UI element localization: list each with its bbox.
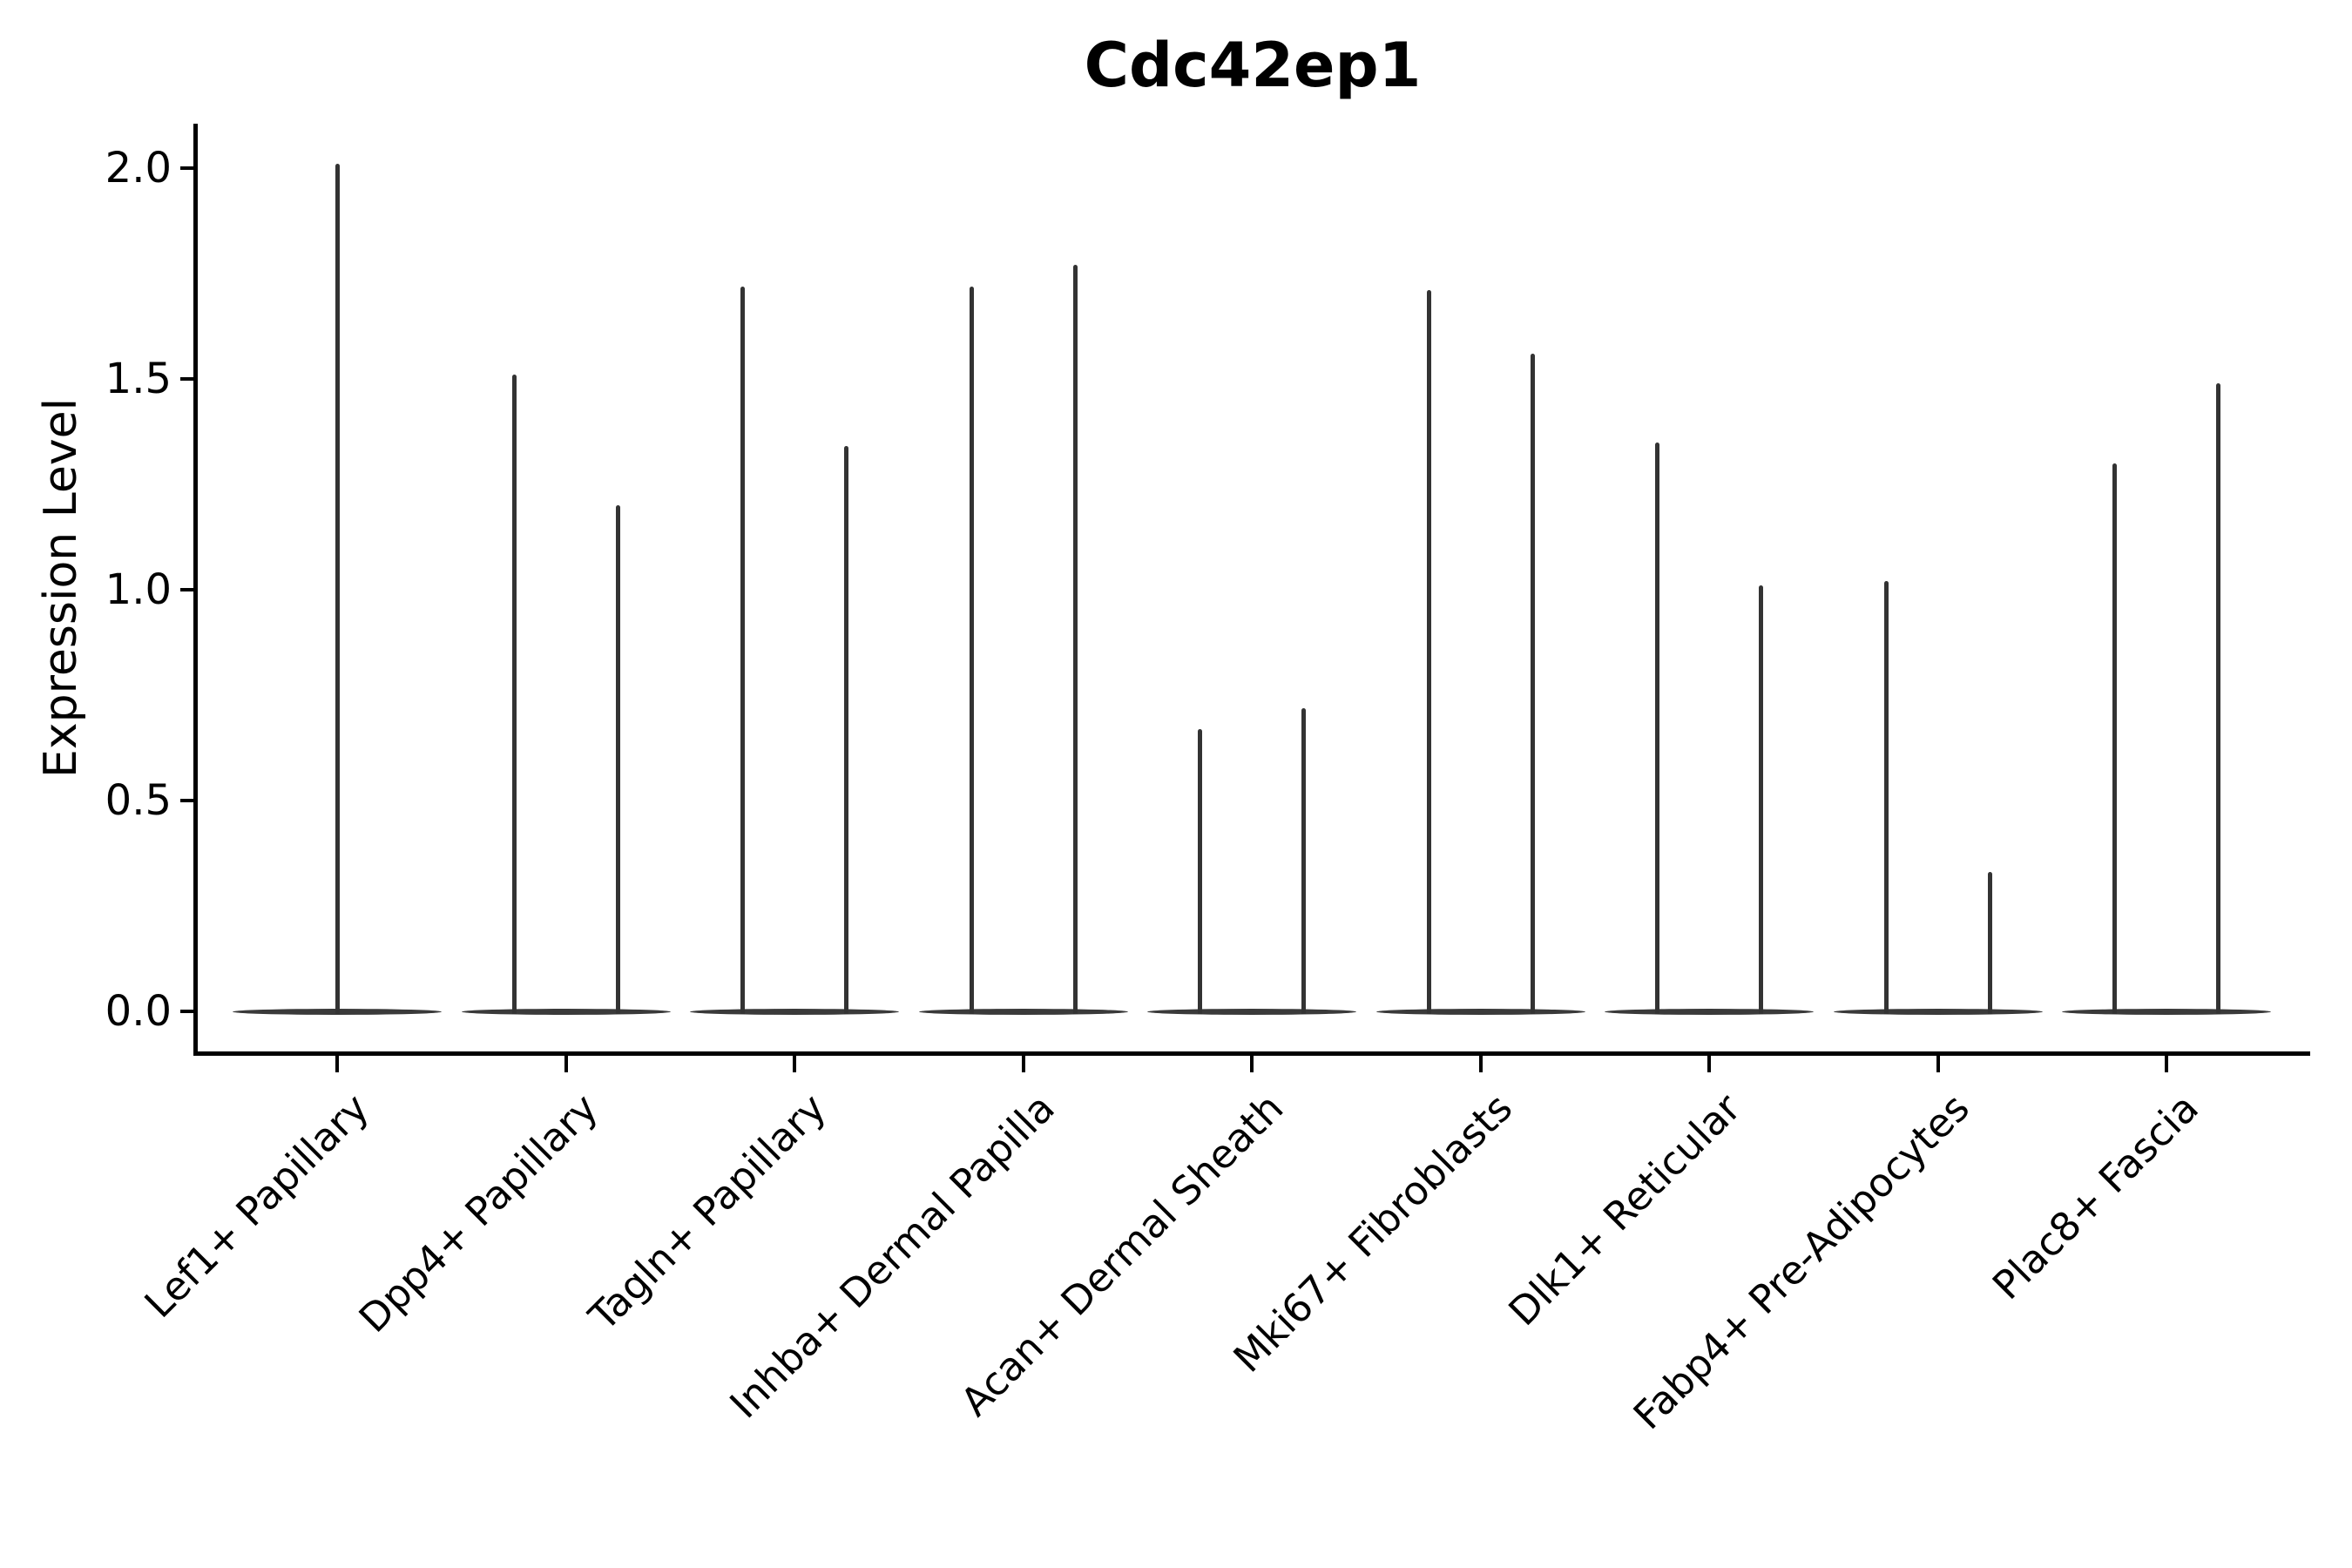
x-tick-label: Plac8+ Fascia [1983,1085,2207,1308]
violin-spike [1987,872,1992,1014]
x-axis-spine [193,1051,2310,1056]
y-axis-spine [193,124,198,1056]
violin-spike [511,375,517,1014]
violin-baseline [1833,1008,2043,1015]
violin-baseline [690,1008,899,1015]
violin-baseline [1605,1008,1814,1015]
violin-spike [1759,585,1763,1014]
violin-spike [1530,353,1535,1014]
violin-spike [1301,707,1306,1014]
violin-spike [1426,290,1431,1014]
x-tick [335,1056,339,1072]
violin-spike [2216,382,2220,1014]
x-tick [1936,1056,1940,1072]
violin-spike [844,446,848,1014]
x-tick-label: Dpp4+ Papillary [349,1085,607,1342]
x-tick [1021,1056,1025,1072]
violin-baseline [461,1008,671,1015]
y-tick [180,377,193,381]
violin-baseline [918,1008,1128,1015]
x-tick [793,1056,796,1072]
violin-baseline [1147,1008,1356,1015]
y-tick-label: 0.5 [105,776,172,825]
chart-title: Cdc42ep1 [1084,30,1422,101]
violin-baseline [1375,1008,1585,1015]
y-tick-label: 1.0 [105,565,172,614]
x-tick [564,1056,568,1072]
x-tick-label: Dlk1+ Reticular [1499,1085,1750,1335]
y-tick [180,1010,193,1013]
y-tick-label: 2.0 [105,144,172,193]
violin-spike [2112,463,2117,1014]
x-tick [2165,1056,2168,1072]
y-tick-label: 1.5 [105,355,172,403]
y-tick [180,799,193,802]
violin-spike [1072,265,1078,1014]
violin-spike [1655,442,1659,1014]
violin-spike [969,286,974,1014]
violin-spike [335,164,340,1014]
y-tick [180,588,193,591]
x-tick [1250,1056,1254,1072]
y-tick-label: 0.0 [105,987,172,1036]
violin-baseline [2062,1008,2271,1015]
y-tick [180,166,193,170]
x-tick [1478,1056,1483,1072]
violin-spike [1883,581,1889,1014]
violin-spike [740,286,745,1014]
violin-spike [615,505,620,1014]
x-tick-label: Lef1+ Papillary [135,1085,378,1328]
violin-spike [1198,728,1202,1014]
x-tick [1707,1056,1711,1072]
x-tick-label: Tagln+ Papillary [580,1085,835,1340]
